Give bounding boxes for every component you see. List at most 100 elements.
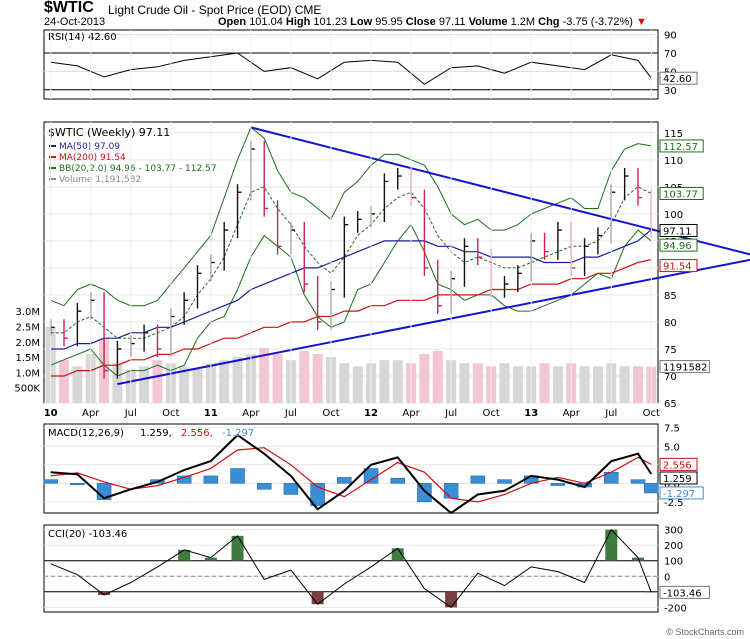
macd-hist-bar xyxy=(390,477,405,484)
macd-hist-bar xyxy=(550,483,566,486)
bb-mid-tag: 103.77 xyxy=(663,189,698,200)
bb-lower-tag-box xyxy=(659,238,698,252)
macd-hist-tag-box xyxy=(659,486,704,500)
macd-hist-bar xyxy=(363,468,379,484)
volume-bar xyxy=(299,350,310,403)
rsi-tick-label: 30 xyxy=(664,86,677,97)
volume-bar xyxy=(192,369,203,403)
macd-hist-bar xyxy=(70,483,85,486)
close-tag-box xyxy=(659,223,698,237)
cci-fill-positive xyxy=(231,535,244,561)
macd-hist-bar xyxy=(337,477,352,484)
volume-bar xyxy=(379,360,390,403)
macd-tag-box xyxy=(659,471,698,485)
price-tick-label: 85 xyxy=(664,291,677,302)
volume-bar xyxy=(219,360,230,403)
chart-subtitle: Light Crude Oil - Spot Price (EOD) CME xyxy=(108,3,321,17)
volume-bar xyxy=(392,360,403,403)
macd-hist-bar xyxy=(497,479,512,484)
bb-mid-tag-box xyxy=(659,186,704,200)
rsi-tick-label: 90 xyxy=(664,31,677,42)
volume-bar xyxy=(552,366,563,403)
volume-bar xyxy=(72,366,83,403)
volume-bar xyxy=(152,360,163,403)
volume-bar xyxy=(139,366,150,403)
bb-upper-tag-box xyxy=(659,139,704,153)
price-x-label: 10 xyxy=(44,408,58,419)
cci-tick-label: 0 xyxy=(664,572,670,583)
macd-legend-name: MACD(12,26,9) xyxy=(48,428,124,439)
macd-tag: 1.259 xyxy=(663,474,692,485)
cci-panel xyxy=(43,524,659,613)
price-x-label: Jul xyxy=(124,408,137,419)
bb-lower-tag: 94.96 xyxy=(663,241,692,252)
price-x-label: 13 xyxy=(524,408,538,419)
volume-bar xyxy=(339,363,350,403)
volume-tag-box xyxy=(659,360,710,374)
rsi-last-value-box xyxy=(659,71,698,85)
price-legend-item: MA(50) 97.09 xyxy=(59,142,120,152)
price-legend-main: $WTIC (Weekly) 97.11 xyxy=(48,126,170,139)
macd-signal-tag: 2.556 xyxy=(663,460,692,471)
volume-bar xyxy=(579,366,590,403)
volume-bar xyxy=(232,357,243,403)
price-tick-label: 80 xyxy=(664,318,677,329)
cci-fill-positive xyxy=(391,548,404,561)
chart-symbol: $WTIC xyxy=(44,0,94,16)
price-x-label: Oct xyxy=(483,408,500,419)
volume-bar xyxy=(512,366,523,403)
macd-hist-tag: -1.297 xyxy=(663,489,695,500)
bb-lower-line xyxy=(50,223,652,377)
macd-hist-bar xyxy=(470,475,486,484)
volume-tick-label: 3.0M xyxy=(15,307,40,318)
macd-line xyxy=(50,433,653,515)
cci-fill-positive xyxy=(631,557,644,561)
macd-hist-bar xyxy=(256,483,272,490)
volume-bar xyxy=(259,347,270,403)
macd-tick-label: -2.5 xyxy=(664,498,684,509)
rsi-last-value: 42.60 xyxy=(663,74,692,85)
volume-tick-label: 2.5M xyxy=(15,322,40,333)
price-tick-label: 70 xyxy=(664,372,677,383)
rsi-legend: RSI(14) 42.60 xyxy=(48,32,117,43)
price-x-label: Jul xyxy=(444,408,457,419)
volume-bar xyxy=(179,366,190,403)
rsi-tick-label: 70 xyxy=(664,49,677,60)
volume-bar xyxy=(592,366,603,403)
macd-legend-hist: -1.297 xyxy=(222,428,254,439)
exchange-label: CME xyxy=(294,3,322,17)
cci-last-value-box xyxy=(659,585,710,599)
cci-tick-label: 100 xyxy=(664,557,683,568)
volume-bar xyxy=(499,363,510,403)
macd-tick-label: 5.0 xyxy=(664,442,680,453)
macd-hist-bar xyxy=(443,483,459,499)
rsi-line xyxy=(50,52,652,85)
instrument-name: Light Crude Oil - Spot Price (EOD) xyxy=(108,3,292,17)
price-x-label: 12 xyxy=(364,408,378,419)
macd-legend-macd: 1.259, xyxy=(140,428,172,439)
price-x-label: Apr xyxy=(82,408,100,419)
cci-fill-negative xyxy=(445,591,458,608)
macd-tick-label: 0.0 xyxy=(664,479,680,490)
price-legend-item: MA(200) 91.54 xyxy=(59,153,126,163)
bb-mid-line xyxy=(50,186,652,339)
volume-bar xyxy=(472,363,483,403)
cci-fill-positive xyxy=(204,557,217,561)
price-tick-label: 110 xyxy=(664,156,683,167)
price-legend-item: Volume 1,191,582 xyxy=(59,175,141,185)
cci-tick-label: 300 xyxy=(664,526,683,537)
cci-last-value: -103.46 xyxy=(663,588,702,599)
volume-tick-label: 500K xyxy=(14,384,40,395)
bb-upper-line xyxy=(50,126,652,307)
volume-tick-label: 1.5M xyxy=(15,353,40,364)
trendline-1 xyxy=(117,258,750,386)
macd-hist-bar xyxy=(230,468,245,484)
macd-tick-label: 7.5 xyxy=(664,424,680,435)
price-x-label: Oct xyxy=(162,408,179,419)
macd-hist-bar xyxy=(630,479,646,484)
price-tick-label: 75 xyxy=(664,345,677,356)
macd-legend-signal: 2.556, xyxy=(181,428,213,439)
price-legend-item: BB(20,2.0) 94.96 - 103.77 - 112.57 xyxy=(59,164,217,174)
price-x-label: Jul xyxy=(604,408,617,419)
